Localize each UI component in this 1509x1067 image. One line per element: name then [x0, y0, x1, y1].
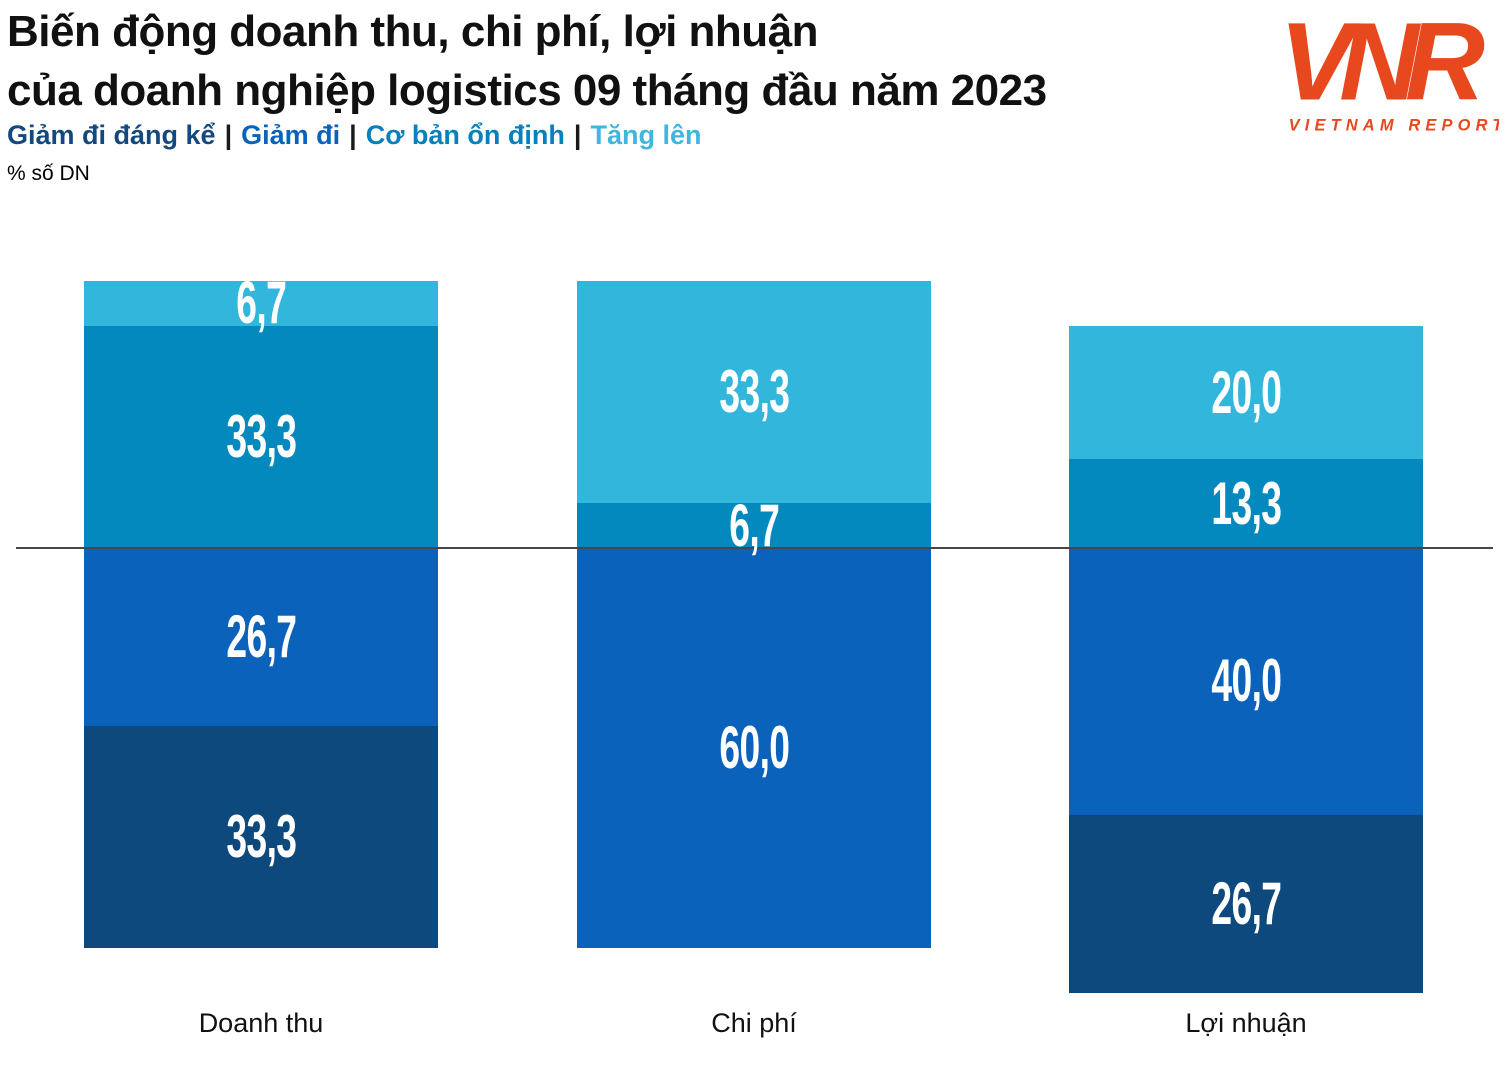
bar-segment-co-ban-on-dinh: 33,3	[84, 325, 438, 548]
vietnam-report-logo: VNR VIETNAM REPORT	[1279, 0, 1502, 146]
vnr-logo-icon: VNR VIETNAM REPORT	[1279, 0, 1502, 134]
bar-segment-giam-di-dang-ke: 33,3	[84, 726, 438, 949]
bar-segment-co-ban-on-dinh: 6,7	[577, 495, 931, 555]
bar-segment-tang-len: 20,0	[1069, 325, 1423, 460]
bar-segment-co-ban-on-dinh: 13,3	[1069, 459, 1423, 548]
segment-value-label: 6,7	[729, 491, 779, 559]
category-label: Lợi nhuận	[1185, 1008, 1307, 1038]
bar-segment-giam-di: 26,7	[84, 548, 438, 727]
category-label: Chi phí	[711, 1008, 797, 1038]
segment-value-label: 33,3	[226, 803, 297, 871]
bar-segment-tang-len: 6,7	[84, 273, 438, 333]
legend-separator: |	[224, 120, 233, 150]
segment-value-label: 6,7	[236, 269, 286, 337]
segment-value-label: 40,0	[1211, 647, 1282, 715]
segment-value-label: 13,3	[1211, 469, 1282, 537]
segment-value-label: 33,3	[719, 358, 790, 426]
title-line-1: Biến động doanh thu, chi phí, lợi nhuận	[7, 7, 819, 56]
bar-segment-giam-di: 60,0	[577, 548, 931, 949]
bar-segment-tang-len: 33,3	[577, 281, 931, 504]
segment-value-label: 26,7	[226, 603, 297, 671]
legend-item-co-ban-on-dinh: Cơ bản ổn định	[365, 120, 565, 150]
logo-monogram: VNR	[1283, 0, 1485, 123]
legend-separator: |	[573, 120, 582, 150]
title-line-2: của doanh nghiệp logistics 09 tháng đầu …	[7, 66, 1047, 115]
baseline	[16, 547, 1493, 549]
legend-item-giam-di-dang-ke: Giảm đi đáng kể	[7, 120, 216, 150]
segment-value-label: 33,3	[226, 402, 297, 470]
legend-separator: |	[349, 120, 357, 150]
bar-segment-giam-di-dang-ke: 26,7	[1069, 814, 1423, 994]
legend: Giảm đi đáng kể | Giảm đi | Cơ bản ổn định | T…	[7, 118, 701, 152]
segment-value-label: 20,0	[1211, 358, 1282, 426]
segment-value-label: 60,0	[719, 714, 790, 782]
bar-segment-giam-di: 40,0	[1069, 548, 1423, 815]
legend-item-giam-di: Giảm đi	[241, 120, 341, 150]
legend-item-tang-len: Tăng lên	[590, 120, 702, 150]
segment-value-label: 26,7	[1211, 869, 1282, 937]
logo-subtext: VIETNAM REPORT	[1289, 116, 1499, 134]
page-title: Biến động doanh thu, chi phí, lợi nhuận …	[7, 2, 1047, 120]
unit-note: % số DN	[7, 162, 90, 185]
category-label: Doanh thu	[198, 1008, 324, 1038]
